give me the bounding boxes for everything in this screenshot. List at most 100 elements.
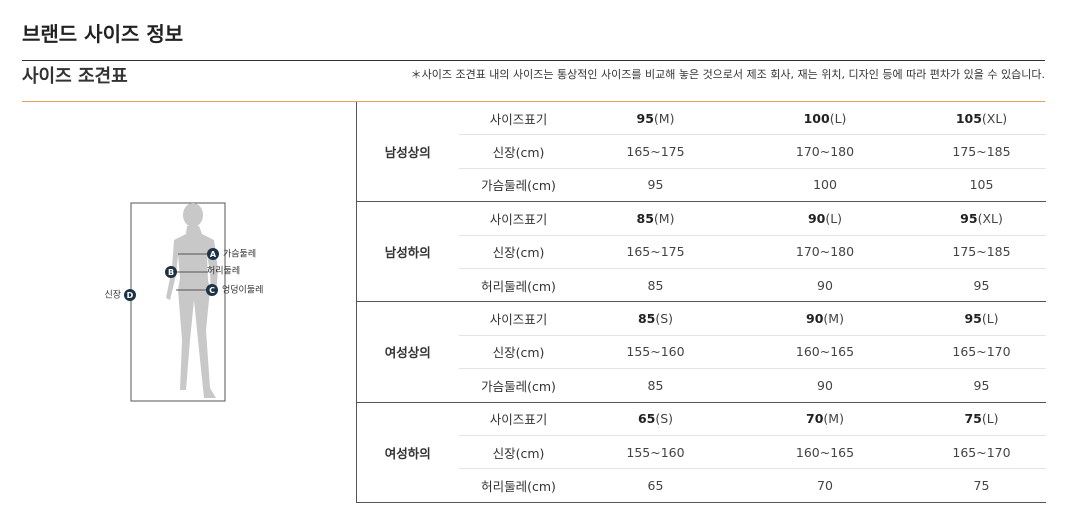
size-code: (M) — [823, 411, 844, 427]
marker-letter: C — [209, 286, 215, 295]
size-code: (XL) — [977, 210, 1003, 226]
cell: 90 — [732, 368, 918, 403]
page-title: 브랜드 사이즈 정보 — [22, 22, 184, 46]
row-label: 신장(cm) — [458, 235, 579, 269]
cell: 160~165 — [732, 335, 918, 370]
cell: 85 — [578, 268, 733, 303]
size-number: 95 — [960, 210, 978, 226]
size-number: 95 — [636, 110, 654, 126]
size-number: 90 — [807, 210, 826, 226]
cell: 175~185 — [917, 134, 1046, 169]
size-cell: 95(XL) — [917, 201, 1046, 236]
divider — [22, 60, 1045, 61]
row-label: 신장(cm) — [458, 134, 579, 169]
row-label: 사이즈표기 — [458, 402, 579, 436]
size-cell: 100(L) — [732, 102, 918, 136]
marker-letter: A — [210, 250, 217, 259]
size-cell: 95(L) — [917, 301, 1046, 336]
size-code: (L) — [981, 411, 999, 427]
note: ＊사이즈 조견표 내의 사이즈는 통상적인 사이즈를 비교해 놓은 것으로서 제… — [410, 68, 1045, 81]
size-number: 105 — [955, 110, 982, 126]
size-code: (M) — [823, 311, 844, 327]
marker-label: 가슴둘레 — [223, 249, 256, 260]
cell: 70 — [732, 468, 918, 503]
cell: 105 — [917, 168, 1046, 203]
size-number: 100 — [803, 110, 830, 126]
cell: 165~170 — [917, 335, 1046, 370]
table-row: 신장(cm) 165~175 170~180 175~185 — [357, 134, 1046, 169]
size-number: 95 — [964, 311, 982, 327]
size-number: 90 — [806, 311, 824, 327]
size-code: (M) — [653, 210, 675, 226]
size-code: (XL) — [981, 110, 1008, 126]
marker — [124, 289, 136, 301]
row-label: 허리둘레(cm) — [458, 468, 579, 503]
row-label: 신장(cm) — [458, 335, 579, 370]
table-row: 남성하의 사이즈표기 85(M) 90(L) 95(XL) — [356, 201, 1046, 303]
cell: 165~175 — [578, 134, 733, 169]
cell: 165~175 — [578, 235, 733, 269]
cell: 95 — [578, 168, 733, 203]
cell: 165~170 — [917, 435, 1046, 470]
size-number: 65 — [637, 411, 656, 427]
size-cell: 70(M) — [732, 402, 918, 436]
size-cell: 90(M) — [732, 301, 918, 336]
size-code: (M) — [653, 110, 675, 126]
silhouette — [166, 203, 218, 398]
divider — [22, 101, 1045, 102]
size-cell: 90(L) — [732, 201, 918, 236]
cell: 170~180 — [732, 235, 918, 269]
marker — [207, 248, 219, 260]
cell: 155~160 — [578, 435, 733, 470]
marker-label: 엉덩이둘레 — [222, 284, 263, 296]
table-row: 여성하의 사이즈표기 65(S) 70(M) 75(L) — [356, 402, 1046, 503]
size-code: (L) — [981, 311, 999, 327]
marker — [165, 266, 177, 278]
cell: 95 — [917, 268, 1046, 303]
group-name: 남성하의 — [356, 201, 459, 303]
row-label: 사이즈표기 — [458, 102, 579, 136]
group-name: 여성하의 — [356, 402, 459, 503]
group-name: 남성상의 — [356, 102, 459, 203]
marker-label: 허리둘레 — [207, 266, 240, 277]
cell: 170~180 — [732, 134, 918, 169]
marker-letter: B — [168, 268, 174, 277]
size-cell: 85(M) — [578, 201, 733, 236]
marker-label: 신장 — [104, 290, 121, 301]
group-name: 여성상의 — [356, 301, 459, 403]
cell: 155~160 — [578, 335, 733, 370]
body-figure: A 가슴둘레 B 허리둘레 C 엉덩이둘레 D 신장 — [104, 202, 263, 402]
table-row: 여성상의 사이즈표기 85(S) 90(M) 95(L) — [356, 301, 1046, 403]
size-cell: 65(S) — [578, 402, 733, 436]
cell: 100 — [732, 168, 918, 203]
row-label: 사이즈표기 — [458, 201, 579, 236]
cell: 95 — [917, 368, 1046, 403]
marker-letter: D — [127, 291, 134, 300]
table-row: 남성상의 사이즈표기 95(M) 100(L) 105(XL) — [356, 102, 1046, 203]
table-row: 신장(cm) 155~160 160~165 165~170 — [357, 435, 1046, 470]
size-number: 75 — [964, 411, 982, 427]
size-cell: 85(S) — [578, 301, 733, 336]
table-row: 신장(cm) 165~175 170~180 175~185 — [357, 235, 1046, 269]
table-row: 허리둘레(cm) 85 90 95 — [357, 268, 1046, 303]
row-label: 가슴둘레(cm) — [458, 368, 579, 403]
size-code: (L) — [825, 210, 843, 226]
marker — [206, 284, 218, 296]
size-code: (S) — [655, 411, 674, 427]
cell: 75 — [917, 468, 1046, 503]
subtitle: 사이즈 조견표 — [22, 66, 128, 87]
size-cell: 95(M) — [578, 102, 733, 136]
table-row: 가슴둘레(cm) 85 90 95 — [357, 368, 1046, 403]
frame — [130, 202, 226, 402]
size-table: 남성상의 사이즈표기 95(M) 100(L) 105(XL) 신장(cm) 165~175… — [356, 102, 1046, 503]
row-label: 사이즈표기 — [458, 301, 579, 336]
row-label: 허리둘레(cm) — [458, 268, 579, 303]
cell: 65 — [578, 468, 733, 503]
size-cell: 75(L) — [917, 402, 1046, 436]
cell: 90 — [732, 268, 918, 303]
row-label: 가슴둘레(cm) — [458, 168, 579, 203]
row-label: 신장(cm) — [458, 435, 579, 470]
size-cell: 105(XL) — [917, 102, 1046, 136]
cell: 85 — [578, 368, 733, 403]
